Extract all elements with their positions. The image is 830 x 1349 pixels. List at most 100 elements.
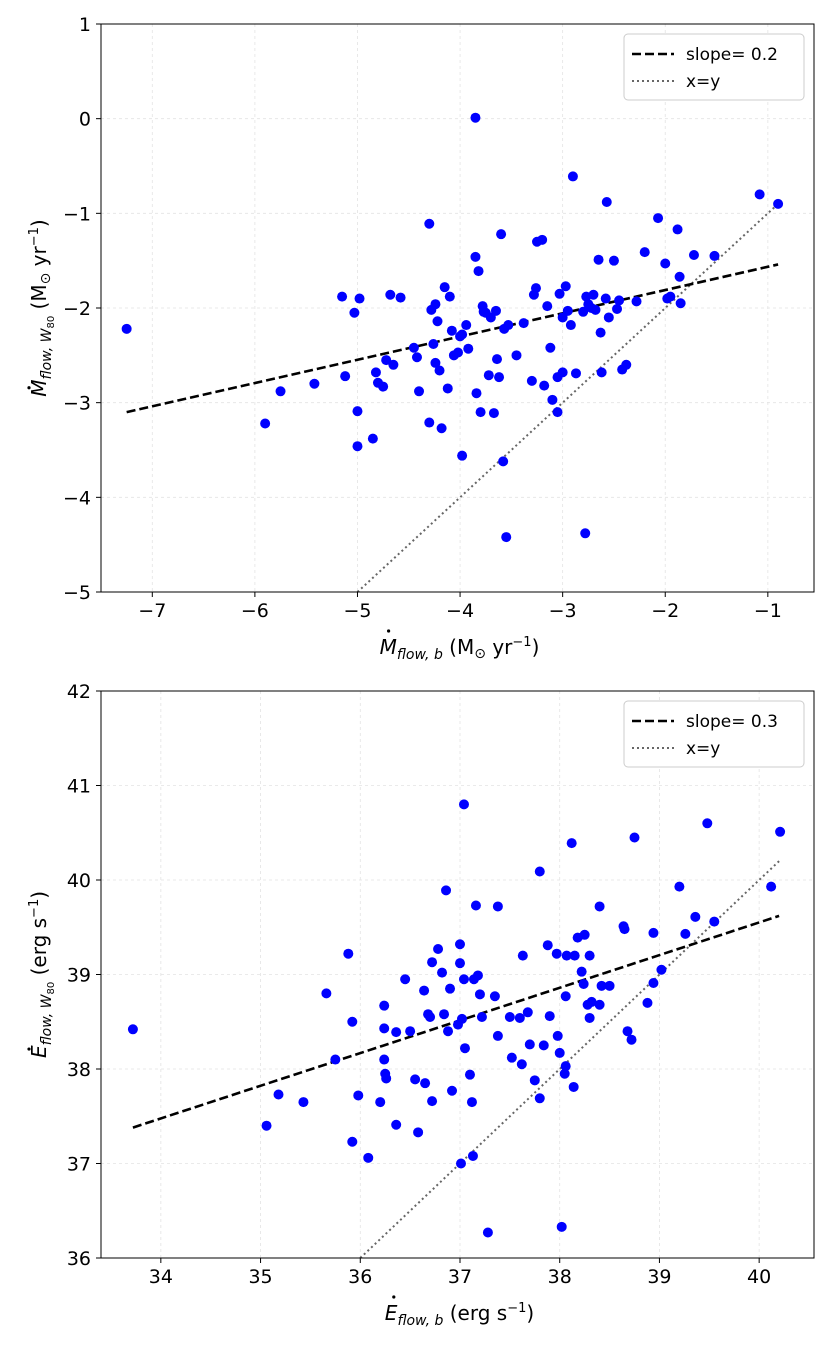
data-point bbox=[445, 983, 456, 994]
data-point bbox=[427, 957, 438, 968]
x-tick-label: 38 bbox=[548, 1266, 572, 1288]
data-point bbox=[414, 386, 425, 397]
data-point bbox=[275, 386, 286, 397]
y-axis-label-dot bbox=[27, 386, 31, 390]
legend-identity-label: x=y bbox=[686, 72, 720, 92]
data-point bbox=[482, 1227, 493, 1238]
y-tick-label: 41 bbox=[67, 776, 91, 798]
data-point bbox=[385, 289, 396, 300]
data-point bbox=[419, 985, 430, 996]
x-tick-label: −5 bbox=[343, 600, 371, 622]
y-axis-label-dot bbox=[27, 1047, 31, 1051]
data-point bbox=[639, 247, 650, 258]
data-point bbox=[391, 1027, 402, 1038]
legend-fit-label: slope= 0.3 bbox=[686, 712, 778, 732]
y-tick-label: 39 bbox=[67, 965, 91, 987]
data-point bbox=[464, 1069, 475, 1080]
data-point bbox=[321, 988, 332, 999]
data-point bbox=[529, 1075, 540, 1086]
data-point bbox=[584, 950, 595, 961]
data-point bbox=[554, 1047, 565, 1058]
data-point bbox=[511, 350, 522, 361]
data-point bbox=[773, 198, 784, 209]
data-point bbox=[653, 213, 664, 224]
data-point bbox=[461, 320, 472, 331]
y-tick-label: 36 bbox=[67, 1248, 91, 1270]
data-point bbox=[642, 997, 653, 1008]
data-point bbox=[675, 298, 686, 309]
data-point bbox=[766, 881, 777, 892]
data-point bbox=[674, 271, 685, 282]
y-tick-label: 40 bbox=[67, 870, 91, 892]
data-point bbox=[594, 901, 605, 912]
data-point bbox=[674, 881, 685, 892]
data-point bbox=[514, 1012, 525, 1023]
x-tick-label: 34 bbox=[149, 1266, 173, 1288]
data-point bbox=[436, 423, 447, 434]
data-point bbox=[349, 307, 360, 318]
identity-line bbox=[359, 860, 780, 1258]
data-point bbox=[614, 295, 625, 306]
y-tick-label: −2 bbox=[63, 298, 91, 320]
legend: slope= 0.3 x=y bbox=[623, 700, 805, 768]
data-point bbox=[456, 1013, 467, 1024]
data-point bbox=[567, 171, 578, 182]
data-point bbox=[775, 826, 786, 837]
data-point bbox=[430, 299, 441, 310]
data-point bbox=[566, 838, 577, 849]
data-point bbox=[127, 1024, 138, 1035]
fit-line bbox=[126, 263, 779, 414]
data-point bbox=[754, 189, 765, 200]
x-tick-label: 35 bbox=[248, 1266, 272, 1288]
data-point bbox=[340, 371, 351, 382]
data-point bbox=[370, 367, 381, 378]
identity-line bbox=[356, 203, 779, 592]
data-point bbox=[379, 1000, 390, 1011]
data-point bbox=[560, 281, 571, 292]
data-point bbox=[432, 316, 443, 327]
x-axis-label-dot bbox=[392, 1295, 396, 1299]
data-point bbox=[454, 939, 465, 950]
data-point bbox=[457, 329, 468, 340]
data-point bbox=[542, 301, 553, 312]
data-point bbox=[442, 383, 453, 394]
data-point bbox=[496, 229, 507, 240]
data-point bbox=[470, 251, 481, 262]
data-point bbox=[463, 343, 474, 354]
y-tick-label: 42 bbox=[67, 681, 91, 703]
data-point bbox=[552, 407, 563, 418]
data-point bbox=[539, 380, 550, 391]
data-point bbox=[547, 394, 558, 405]
data-point bbox=[560, 1061, 571, 1072]
data-point bbox=[517, 950, 528, 961]
data-point bbox=[439, 1009, 450, 1020]
data-point bbox=[424, 417, 435, 428]
legend-fit-label: slope= 0.2 bbox=[686, 45, 778, 65]
data-point bbox=[596, 980, 607, 991]
data-point bbox=[504, 1012, 515, 1023]
data-point bbox=[437, 967, 448, 978]
data-point bbox=[672, 224, 683, 235]
data-point bbox=[545, 342, 556, 353]
y-tick-label: −3 bbox=[63, 393, 91, 415]
data-point bbox=[476, 1012, 487, 1023]
data-point bbox=[441, 885, 452, 896]
x-tick-label: 40 bbox=[747, 1266, 771, 1288]
data-point bbox=[590, 304, 601, 315]
data-point bbox=[352, 406, 363, 417]
data-point bbox=[411, 352, 422, 363]
data-point bbox=[561, 950, 572, 961]
data-point bbox=[688, 249, 699, 260]
data-point bbox=[552, 1030, 563, 1041]
data-point bbox=[648, 927, 659, 938]
data-point bbox=[516, 1059, 527, 1070]
data-point bbox=[556, 1221, 567, 1232]
data-point bbox=[518, 318, 529, 329]
data-point bbox=[530, 283, 541, 294]
data-point bbox=[608, 255, 619, 266]
data-point bbox=[367, 433, 378, 444]
data-point bbox=[428, 338, 439, 349]
data-point bbox=[569, 950, 580, 961]
data-point bbox=[565, 320, 576, 331]
